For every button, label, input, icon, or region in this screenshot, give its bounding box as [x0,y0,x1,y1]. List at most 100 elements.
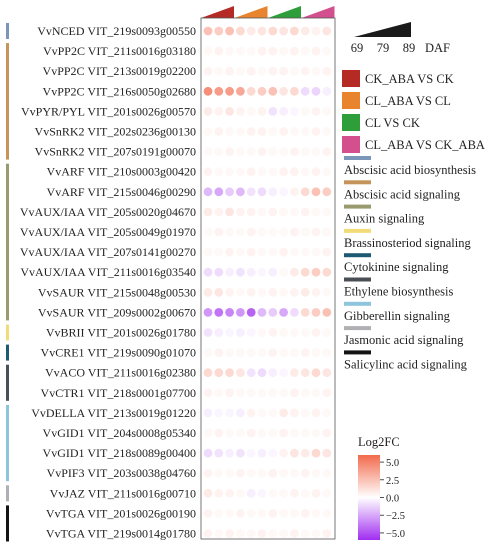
heatmap-dot [290,388,299,398]
heatmap-dots [203,26,332,538]
heatmap-dot [225,267,235,277]
heatmap-dot [214,468,224,478]
daf-tick-label: 69 [351,41,364,55]
heatmap-dot [257,207,267,217]
heatmap-dot [279,167,288,177]
gene-label: VvNCED VIT_219s0093g00550 [37,24,196,38]
heatmap-dot [214,428,224,438]
heatmap-dot [225,287,235,297]
heatmap-dot [322,388,332,398]
daf-legend: 69 79 89 DAF [351,22,450,55]
gene-label: VvPIF3 VIT_203s0038g04760 [47,466,196,480]
heatmap-dot [257,86,267,96]
heatmap-dot [268,388,278,398]
header-ramp [201,6,234,18]
gene-label: VvSAUR VIT_215s0048g00530 [38,285,196,299]
comparison-label: CK_ABA VS CK [365,72,454,86]
heatmap-dot [257,287,267,297]
heatmap-dot [290,287,299,297]
pathway-label: Auxin signaling [344,212,425,226]
heatmap-dot [225,529,235,538]
heatmap-dot [300,488,310,498]
heatmap-dot [225,408,235,418]
heatmap-dot [322,227,332,237]
heatmap-dot [246,46,256,56]
heatmap-dot [290,127,299,136]
heatmap-dot [290,247,299,257]
pathway-swatch [344,301,371,306]
heatmap-dot [300,287,310,297]
heatmap-dot [268,348,278,357]
heatmap-dot [290,26,299,36]
heatmap-dot [300,448,310,458]
heatmap-dot [268,448,278,458]
heatmap-dot [311,147,321,157]
heatmap-dot [311,227,321,237]
heatmap-dot [311,86,321,96]
heatmap-dot [203,247,213,257]
heatmap-dot [214,187,224,197]
heatmap-dot [214,287,224,297]
heatmap-dot [268,187,278,197]
heatmap-dot [236,529,245,538]
heatmap-dot [300,66,310,76]
heatmap-dot [300,46,310,56]
heatmap-dot [322,509,332,518]
heatmap-dot [290,46,299,56]
heatmap-dot [246,107,256,116]
heatmap-dot [257,107,267,116]
heatmap-dot [290,428,299,438]
heatmap-dot [203,468,213,478]
heatmap-dot [203,308,213,317]
heatmap-dot [225,448,235,458]
heatmap-dot [225,227,235,237]
heatmap-dot [279,308,288,317]
heatmap-dot [279,529,288,538]
heatmap-dot [311,267,321,277]
colorbar-tick-label: −5.0 [386,529,405,540]
heatmap-dot [290,368,299,378]
heatmap-dot [268,408,278,418]
heatmap-dot [322,308,332,317]
heatmap-dot [257,448,267,458]
heatmap-dot [246,127,256,136]
heatmap-dot [300,328,310,337]
colorbar-gradient [358,455,380,540]
heatmap-dot [311,46,321,56]
heatmap-dot [290,66,299,76]
heatmap-dot [322,107,332,116]
heatmap-dot [225,468,235,478]
pathway-bar [6,43,9,160]
heatmap-dot [203,147,213,157]
pathway-side-bars [6,23,9,542]
heatmap-dot [300,308,310,317]
heatmap-dot [246,267,256,277]
gene-label: VvSnRK2 VIT_207s0191g00070 [35,145,196,159]
heatmap-dot [225,328,235,337]
heatmap-dot [279,127,288,136]
heatmap-dot [311,66,321,76]
heatmap-dot [203,408,213,418]
heatmap-dot [203,448,213,458]
heatmap-dot [322,46,332,56]
heatmap-dot [246,147,256,157]
heatmap-dot [214,488,224,498]
heatmap-dot [268,468,278,478]
pathway-swatch [344,228,371,233]
header-ramp [268,6,301,18]
heatmap-dot [300,368,310,378]
heatmap-dot [290,227,299,237]
heatmap-dot [311,167,321,177]
heatmap-dot [279,267,288,277]
heatmap-dot [257,267,267,277]
heatmap-dot [236,388,245,398]
heatmap-dot [300,509,310,518]
heatmap-dot [300,468,310,478]
heatmap-dot [279,147,288,157]
heatmap-dot [246,227,256,237]
heatmap-dot [236,428,245,438]
colorbar-title: Log2FC [358,435,400,449]
heatmap-dot [279,66,288,76]
heatmap-dot [322,287,332,297]
heatmap-dot [300,107,310,116]
